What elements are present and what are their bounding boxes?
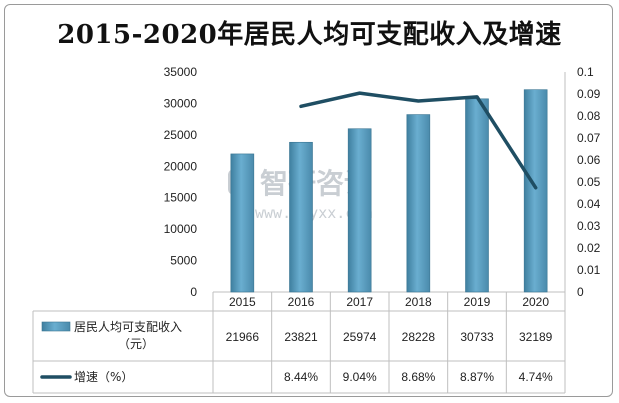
x-category-label: 2016 [288, 295, 315, 309]
y-left-tick-label: 10000 [164, 222, 198, 236]
y-right-tick-label: 0.1 [577, 65, 594, 79]
x-category-label: 2015 [229, 295, 256, 309]
bar-2019 [465, 98, 489, 293]
growth-rate-cell: 8.44% [284, 370, 318, 384]
x-category-label: 2020 [522, 295, 549, 309]
y-left-tick-label: 25000 [164, 128, 198, 142]
growth-rate-point [358, 91, 362, 95]
bar-2017 [347, 128, 372, 293]
growth-rate-point [534, 186, 538, 190]
legend-line-label: 增速（%） [74, 370, 133, 384]
income-value-cell: 25974 [343, 330, 377, 344]
income-value-cell: 28228 [402, 330, 436, 344]
y-right-tick-label: 0.07 [577, 131, 601, 145]
x-category-label: 2019 [464, 295, 491, 309]
bar-2016 [289, 141, 313, 293]
x-category-label: 2018 [405, 295, 432, 309]
y-right-tick-label: 0.09 [577, 87, 601, 101]
income-value-cell: 23821 [284, 330, 318, 344]
growth-rate-cell: 9.04% [343, 370, 377, 384]
growth-rate-point [416, 99, 420, 103]
y-right-tick-label: 0.08 [577, 109, 601, 123]
income-value-cell: 21966 [226, 330, 260, 344]
bar-2020 [523, 89, 548, 293]
y-right-tick-label: 0.06 [577, 153, 601, 167]
bar-2015 [230, 153, 255, 293]
growth-rate-cell: 4.74% [519, 370, 553, 384]
chart-title: 2015-2020年居民人均可支配收入及增速 [57, 20, 562, 50]
y-left-tick-label: 15000 [164, 191, 198, 205]
y-left-tick-label: 20000 [164, 159, 198, 173]
watermark-url: www.chyxx.com [255, 204, 372, 222]
growth-rate-cell: 8.87% [460, 370, 494, 384]
y-left-tick-label: 0 [190, 285, 197, 299]
growth-rate-cell: 8.68% [401, 370, 435, 384]
income-value-cell: 32189 [519, 330, 553, 344]
y-left-tick-label: 30000 [164, 96, 198, 110]
y-right-tick-label: 0.02 [577, 241, 601, 255]
growth-rate-point [299, 104, 303, 108]
growth-rate-point [475, 95, 479, 99]
y-left-tick-label: 35000 [164, 65, 198, 79]
y-right-tick-label: 0.05 [577, 175, 601, 189]
y-right-tick-label: 0 [577, 285, 584, 299]
legend-bar-swatch [41, 321, 71, 332]
x-category-label: 2017 [346, 295, 373, 309]
y-left-tick-label: 5000 [170, 254, 197, 268]
y-right-tick-label: 0.04 [577, 197, 601, 211]
income-value-cell: 30733 [460, 330, 494, 344]
legend-bar-label: 居民人均可支配收入（元） [74, 320, 182, 351]
y-right-tick-label: 0.03 [577, 219, 601, 233]
bar-2018 [406, 114, 431, 293]
y-right-tick-label: 0.01 [577, 263, 601, 277]
